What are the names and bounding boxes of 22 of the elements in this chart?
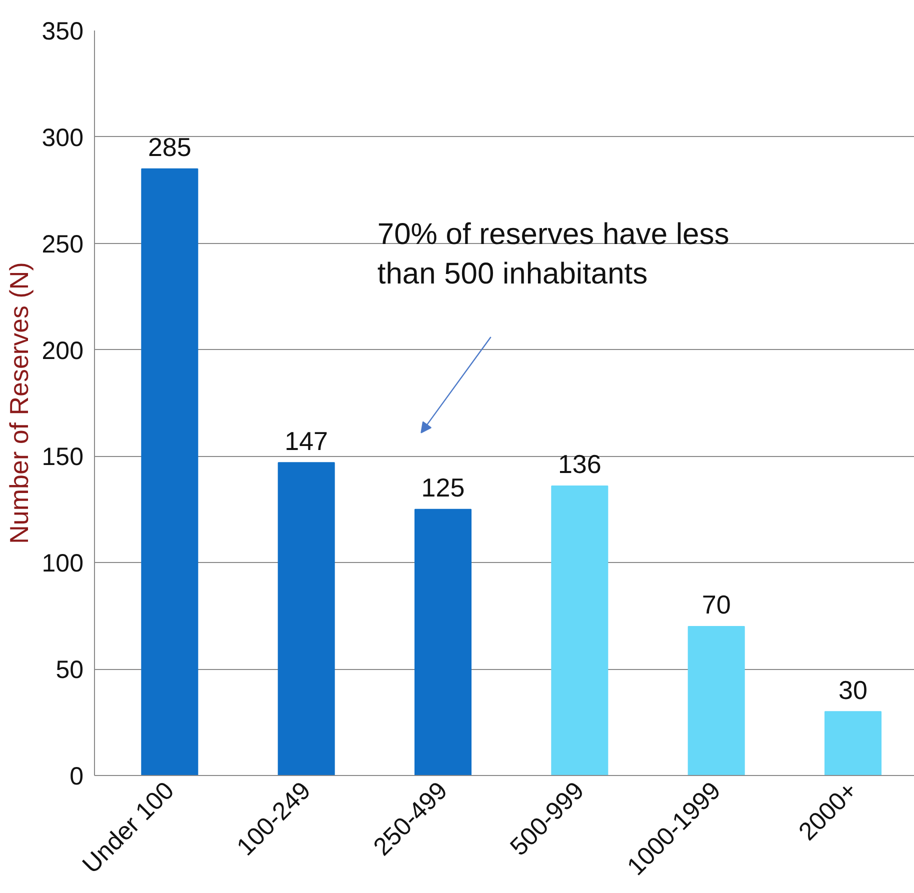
y-tick-label: 100: [42, 550, 84, 578]
y-axis-title: Number of Reserves (N): [4, 262, 34, 544]
bar: [824, 711, 882, 776]
data-label: 285: [148, 132, 192, 162]
y-tick-label: 300: [42, 124, 84, 152]
y-tick-label: 200: [42, 336, 84, 365]
annotation: 70% of reserves have less than 500 inhabitants: [377, 218, 730, 290]
data-label: 136: [558, 449, 602, 480]
y-tick-label: 50: [56, 656, 84, 684]
data-label: 125: [421, 472, 465, 503]
bar: [688, 626, 745, 776]
bar: [551, 486, 608, 776]
data-label: 30: [838, 674, 868, 705]
bar: [414, 508, 472, 776]
data-label: 70: [702, 590, 731, 620]
y-tick-label: 350: [42, 18, 84, 46]
bar: [278, 462, 335, 776]
bar: [141, 168, 198, 776]
y-tick-label: 250: [42, 230, 84, 258]
y-tick-label: 150: [42, 443, 84, 472]
y-tick-label: 0: [70, 762, 84, 790]
data-label: 147: [284, 426, 328, 456]
